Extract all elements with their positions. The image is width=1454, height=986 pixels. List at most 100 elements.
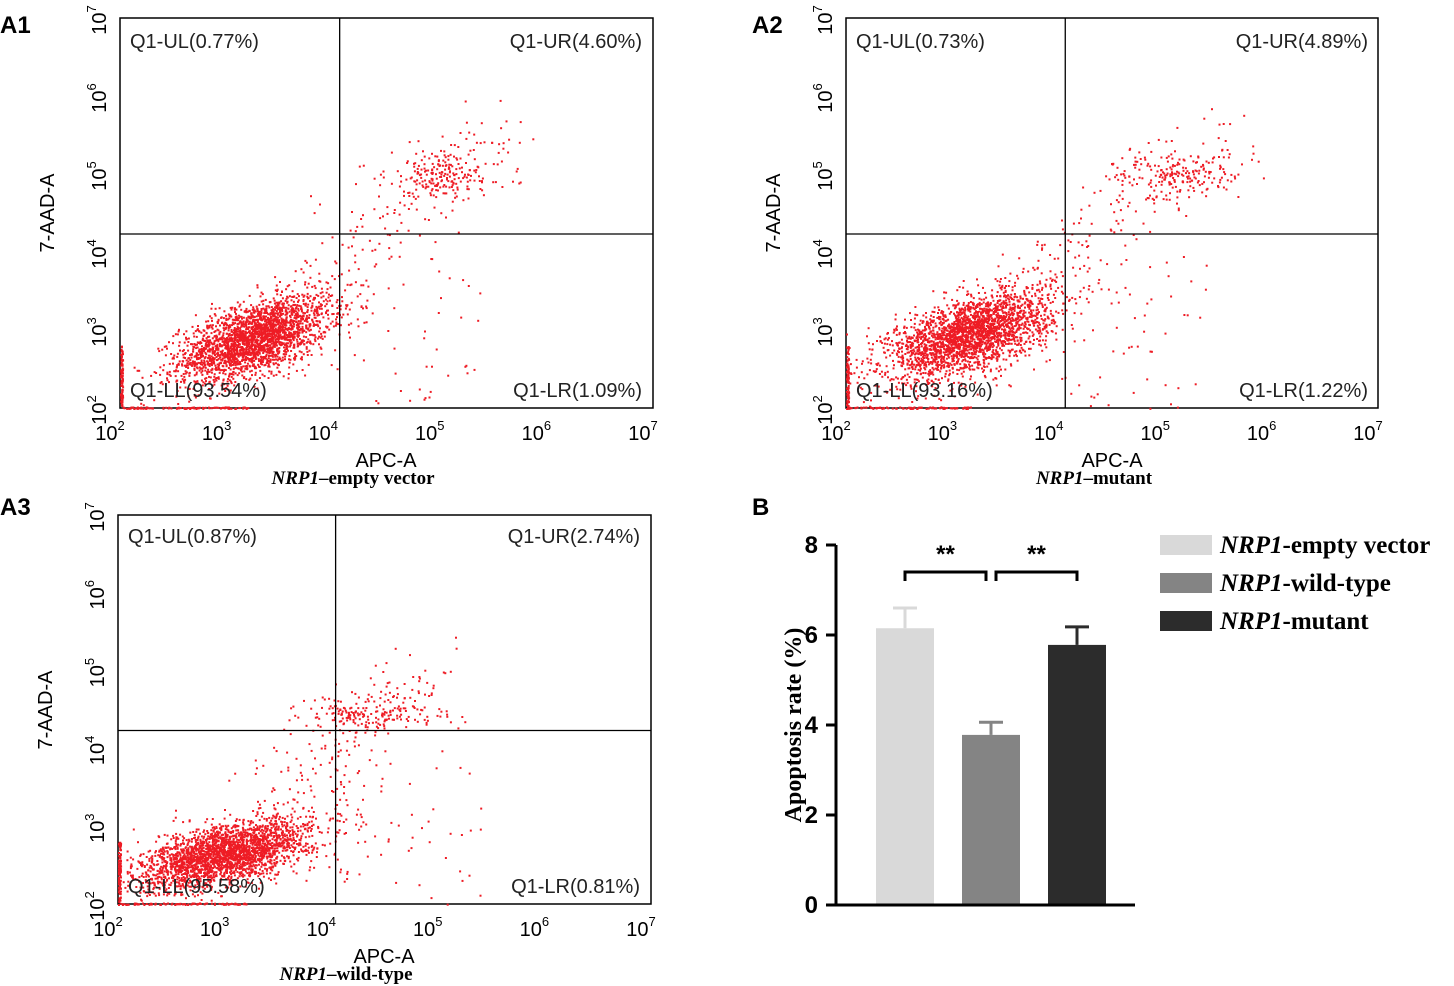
scatter-dot	[281, 306, 284, 309]
scatter-dot	[971, 328, 974, 330]
scatter-dot	[136, 369, 139, 372]
scatter-dot	[300, 351, 303, 354]
scatter-dot	[968, 348, 971, 351]
scatter-dot	[309, 295, 312, 298]
scatter-dot	[1017, 312, 1020, 314]
scatter-dot	[241, 370, 244, 373]
scatter-dot	[519, 121, 522, 124]
scatter-dot	[234, 316, 237, 319]
scatter-dot	[996, 319, 999, 322]
scatter-dot	[177, 403, 180, 405]
scatter-dot	[239, 320, 242, 323]
scatter-dot	[285, 320, 288, 322]
scatter-dot	[1034, 292, 1037, 295]
scatter-dot	[206, 372, 209, 375]
scatter-dot	[296, 311, 299, 314]
scatter-dot	[122, 394, 124, 397]
scatter-dot	[978, 297, 981, 300]
scatter-dot	[1024, 331, 1027, 334]
scatter-dot	[216, 358, 219, 361]
scatter-dot	[423, 398, 426, 401]
scatter-dot	[210, 317, 213, 320]
scatter-dot	[379, 217, 382, 220]
scatter-dot	[989, 302, 992, 305]
scatter-dot	[939, 349, 942, 352]
scatter-dot	[248, 364, 251, 367]
scatter-dot	[1012, 318, 1015, 321]
scatter-dot	[937, 312, 939, 314]
scatter-dot	[452, 189, 455, 192]
scatter-dot	[281, 324, 284, 327]
scatter-dot	[516, 167, 519, 170]
scatter-dot	[335, 322, 338, 325]
scatter-dot	[215, 368, 218, 371]
scatter-dot	[192, 387, 195, 390]
scatter-dot	[280, 322, 283, 325]
scatter-dot	[283, 346, 285, 349]
scatter-dot	[277, 307, 279, 310]
scatter-dot	[248, 294, 251, 297]
scatter-dot	[1013, 340, 1016, 343]
scatter-dot	[280, 300, 283, 303]
scatter-dot	[322, 300, 325, 303]
scatter-dot	[185, 407, 188, 410]
scatter-dot	[250, 316, 253, 318]
scatter-dot	[1071, 327, 1074, 330]
scatter-dot	[962, 301, 965, 304]
x-axis-label-a1: APC-A	[355, 450, 417, 472]
scatter-dot	[333, 278, 336, 281]
scatter-dot	[312, 324, 315, 327]
scatter-dot	[308, 349, 311, 352]
scatter-dot	[194, 330, 197, 333]
scatter-dot	[1020, 351, 1023, 354]
scatter-dot	[360, 284, 363, 287]
scatter-dot	[276, 347, 279, 350]
scatter-dot	[379, 184, 382, 187]
scatter-dot	[261, 340, 264, 343]
scatter-dot	[1000, 286, 1003, 289]
scatter-dot	[995, 346, 998, 349]
scatter-dot	[299, 305, 302, 308]
scatter-dot	[973, 316, 976, 319]
scatter-dot	[996, 305, 999, 308]
scatter-dot	[187, 367, 190, 369]
scatter-dot	[293, 311, 295, 314]
scatter-dot	[281, 302, 284, 305]
scatter-dot	[991, 296, 994, 299]
scatter-dot	[275, 373, 278, 376]
scatter-dot	[339, 308, 342, 311]
scatter-dot	[210, 371, 213, 374]
scatter-dot	[492, 181, 495, 184]
scatter-dot	[995, 349, 998, 352]
scatter-dot	[459, 132, 462, 134]
scatter-dot	[240, 324, 243, 326]
scatter-dot	[229, 306, 232, 309]
scatter-dot	[242, 316, 245, 319]
scatter-dot	[977, 284, 980, 287]
scatter-dot	[981, 309, 984, 312]
scatter-dot	[288, 321, 291, 324]
scatter-dot	[988, 345, 990, 348]
scatter-dot	[185, 366, 188, 368]
scatter-dot	[202, 335, 205, 337]
scatter-dot	[168, 341, 170, 344]
scatter-dot	[248, 350, 251, 353]
scatter-dot	[435, 185, 438, 187]
scatter-dot	[321, 291, 324, 294]
scatter-dot	[964, 342, 966, 345]
scatter-dot	[226, 384, 229, 387]
scatter-dot	[960, 329, 963, 332]
scatter-dot	[288, 336, 291, 339]
scatter-dot	[277, 312, 280, 315]
scatter-dot	[228, 350, 230, 353]
scatter-dot	[306, 320, 309, 323]
quadrant-label-ll-a1: Q1-LL(93.54%)	[130, 380, 267, 402]
scatter-dot	[954, 326, 957, 329]
scatter-dot	[263, 311, 266, 314]
scatter-dot	[979, 363, 982, 366]
scatter-dot	[1046, 297, 1049, 299]
scatter-dot	[412, 195, 415, 198]
scatter-dot	[1016, 311, 1019, 314]
scatter-dot	[352, 236, 355, 239]
